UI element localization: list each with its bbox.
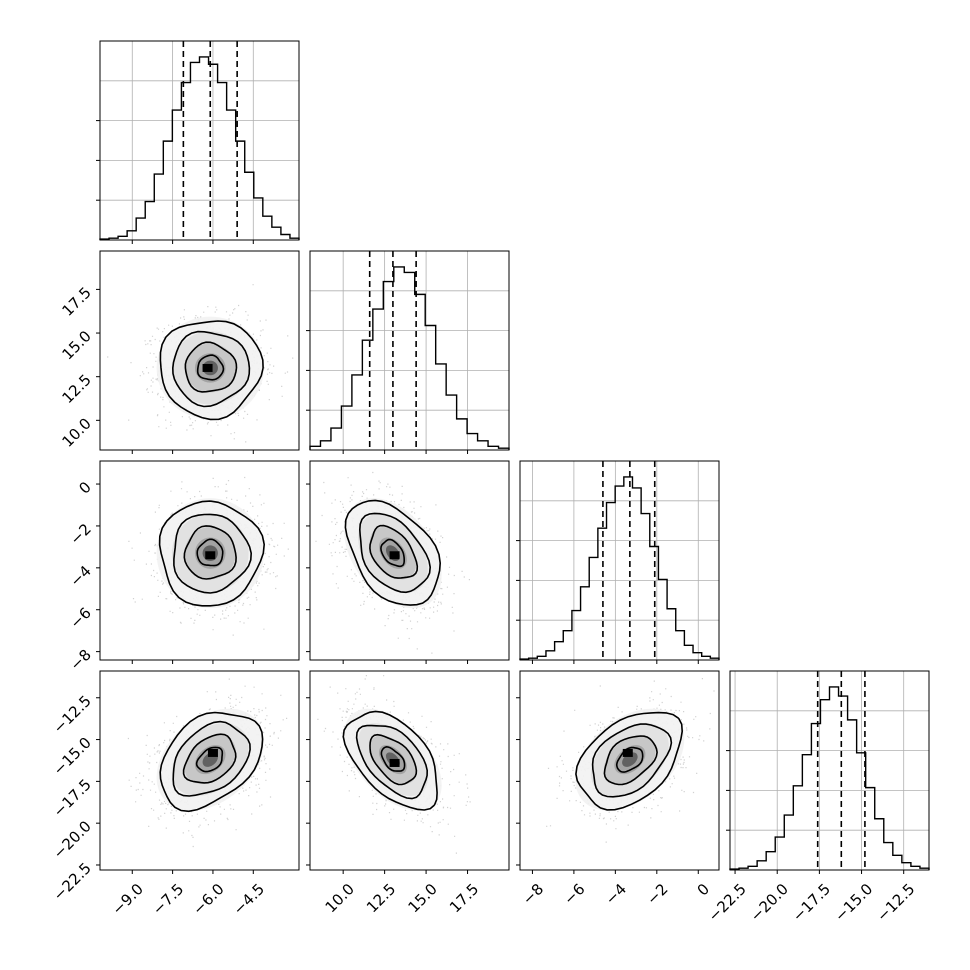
contour-line-2 bbox=[171, 330, 251, 408]
contour-line-0 bbox=[380, 538, 405, 568]
panel-frame bbox=[309, 670, 510, 871]
histogram-step-1 bbox=[309, 266, 510, 450]
contour-line-3 bbox=[575, 711, 684, 811]
y-tick-label: −2 bbox=[66, 520, 94, 548]
panel-frame bbox=[99, 670, 300, 871]
contour-line-3 bbox=[159, 711, 264, 813]
y-tick-label: 15.0 bbox=[58, 327, 94, 363]
density-panel-3-0 bbox=[99, 670, 300, 871]
x-tick-label: 15.0 bbox=[404, 880, 440, 916]
contour-line-0 bbox=[196, 354, 225, 381]
contour-line-2 bbox=[173, 513, 253, 594]
y-tick-label: −6 bbox=[66, 604, 94, 632]
contour-line-1 bbox=[183, 525, 237, 580]
contour-line-2 bbox=[358, 512, 432, 594]
x-tick-label: −4.5 bbox=[230, 880, 268, 918]
density-panel-3-1 bbox=[309, 670, 510, 871]
y-tick-label: −12.5 bbox=[50, 692, 95, 737]
scatter-points bbox=[127, 678, 288, 848]
contour-line-2 bbox=[355, 724, 429, 800]
density-peak bbox=[207, 748, 218, 757]
y-tick-label: −22.5 bbox=[50, 859, 95, 904]
panel-frame bbox=[309, 250, 510, 451]
x-tick-label: −17.5 bbox=[789, 880, 834, 925]
panel-frame bbox=[99, 250, 300, 451]
y-tick-label: −4 bbox=[66, 562, 94, 590]
contour-line-0 bbox=[380, 745, 406, 772]
y-tick-label: 17.5 bbox=[58, 284, 94, 320]
density-panel-2-0 bbox=[99, 460, 300, 661]
y-tick-label: −8 bbox=[66, 646, 94, 674]
ticks-0-0 bbox=[96, 120, 254, 244]
y-tick-label: 0 bbox=[75, 478, 94, 497]
x-tick-label: −4 bbox=[602, 880, 630, 908]
hist-panel-0 bbox=[99, 40, 300, 241]
x-tick-label: −6.0 bbox=[189, 880, 227, 918]
contour-line-0 bbox=[615, 746, 644, 773]
contour-line-1 bbox=[603, 735, 658, 786]
panel-frame bbox=[99, 40, 300, 241]
ticks-3-2 bbox=[516, 697, 699, 874]
ticks-2-2 bbox=[516, 540, 699, 664]
hist-panel-2 bbox=[519, 460, 720, 661]
ticks-1-1 bbox=[306, 330, 469, 454]
x-tick-label: −7.5 bbox=[149, 880, 187, 918]
density-peak bbox=[389, 551, 400, 560]
ticks-3-3 bbox=[726, 750, 905, 874]
contour-line-3 bbox=[344, 499, 442, 606]
density-panel-2-1 bbox=[309, 460, 510, 661]
y-tick-label: 10.0 bbox=[58, 414, 94, 450]
contour-line-1 bbox=[182, 733, 237, 784]
contour-line-3 bbox=[158, 500, 266, 607]
contour-line-0 bbox=[195, 746, 224, 773]
ticks-3-1 bbox=[306, 697, 469, 874]
density-peak bbox=[389, 758, 400, 767]
panel-frame bbox=[729, 670, 930, 871]
x-tick-label: −20.0 bbox=[747, 880, 792, 925]
x-tick-label: 17.5 bbox=[446, 880, 482, 916]
contour-line-0 bbox=[196, 538, 224, 567]
x-tick-label: 10.0 bbox=[322, 880, 358, 916]
hist-panel-3 bbox=[729, 670, 930, 871]
x-tick-label: −12.5 bbox=[873, 880, 918, 925]
ticks-3-0 bbox=[96, 697, 254, 874]
density-panel-1-0 bbox=[99, 250, 300, 451]
histogram-step-3 bbox=[729, 686, 930, 870]
ticks-2-0 bbox=[96, 483, 254, 664]
x-tick-label: −6 bbox=[560, 880, 588, 908]
density-peak bbox=[622, 748, 633, 757]
density-panel-3-2 bbox=[519, 670, 720, 871]
y-tick-label: −17.5 bbox=[50, 775, 95, 820]
x-tick-label: −9.0 bbox=[109, 880, 147, 918]
histogram-step-0 bbox=[99, 56, 300, 240]
contour-line-3 bbox=[159, 320, 264, 421]
histogram-step-2 bbox=[519, 476, 720, 660]
y-tick-label: −15.0 bbox=[50, 734, 95, 779]
density-peak bbox=[202, 363, 213, 372]
y-tick-label: −20.0 bbox=[50, 817, 95, 862]
x-tick-label: 12.5 bbox=[363, 880, 399, 916]
contour-line-1 bbox=[369, 733, 418, 786]
panel-frame bbox=[309, 460, 510, 661]
y-tick-label: 12.5 bbox=[58, 371, 94, 407]
density-peak bbox=[205, 551, 216, 560]
contour-line-2 bbox=[591, 723, 673, 798]
x-tick-label: 0 bbox=[694, 880, 713, 899]
contour-line-1 bbox=[369, 524, 419, 579]
ticks-1-0 bbox=[96, 288, 254, 454]
x-tick-label: −15.0 bbox=[831, 880, 876, 925]
panel-frame bbox=[519, 670, 720, 871]
panel-frame bbox=[519, 460, 720, 661]
ticks-2-1 bbox=[306, 483, 469, 664]
hist-panel-1 bbox=[309, 250, 510, 451]
x-tick-label: −8 bbox=[519, 880, 547, 908]
x-tick-label: −2 bbox=[643, 880, 671, 908]
contour-line-2 bbox=[172, 720, 251, 797]
panel-frame bbox=[99, 460, 300, 661]
contour-line-1 bbox=[184, 341, 238, 393]
scatter-points bbox=[310, 471, 470, 654]
contour-line-3 bbox=[342, 710, 438, 811]
x-tick-label: −22.5 bbox=[705, 880, 750, 925]
